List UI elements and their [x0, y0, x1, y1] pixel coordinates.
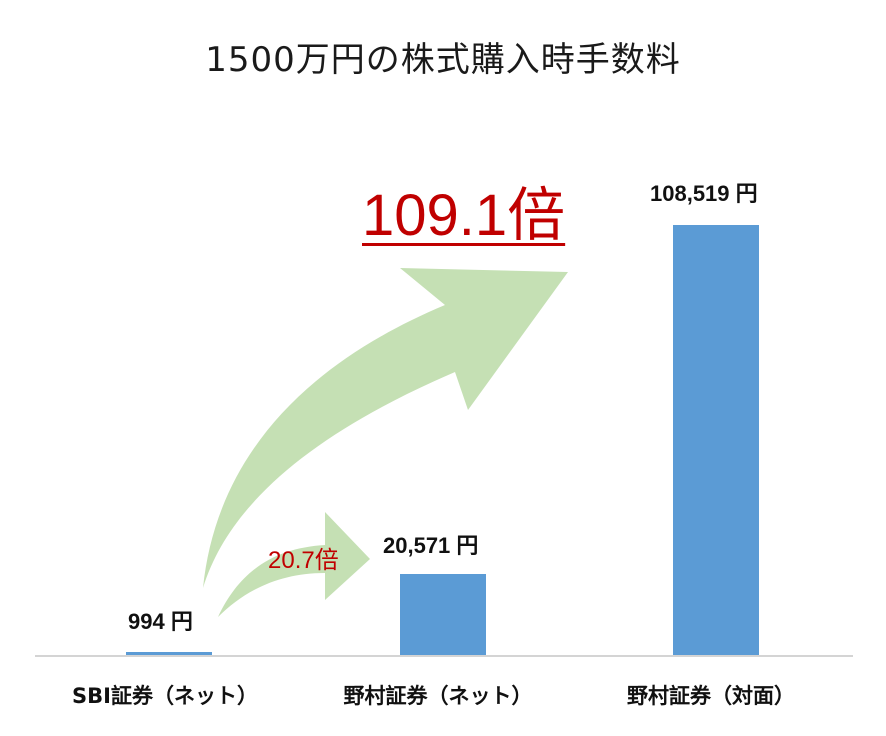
category-label-nomura-face: 野村証券（対面）: [627, 684, 795, 708]
value-label-sbi: 994 円: [128, 609, 193, 634]
bar-nomura-face: [673, 225, 759, 655]
category-label-sbi: SBI証券（ネット）: [72, 684, 258, 708]
chart-title: 1500万円の株式購入時手数料: [205, 40, 681, 80]
bar-sbi-net: [126, 652, 212, 655]
x-axis-line: [35, 655, 853, 657]
multiplier-20: 20.7倍: [268, 547, 339, 574]
multiplier-109: 109.1倍: [362, 183, 566, 248]
big-arrow-icon: [203, 268, 568, 588]
value-label-nomura-face: 108,519 円: [650, 181, 758, 206]
value-label-nomura-net: 20,571 円: [383, 533, 479, 558]
bar-nomura-net: [400, 574, 486, 655]
small-arrow-icon: [218, 512, 370, 617]
category-label-nomura-net: 野村証券（ネット）: [343, 684, 533, 708]
